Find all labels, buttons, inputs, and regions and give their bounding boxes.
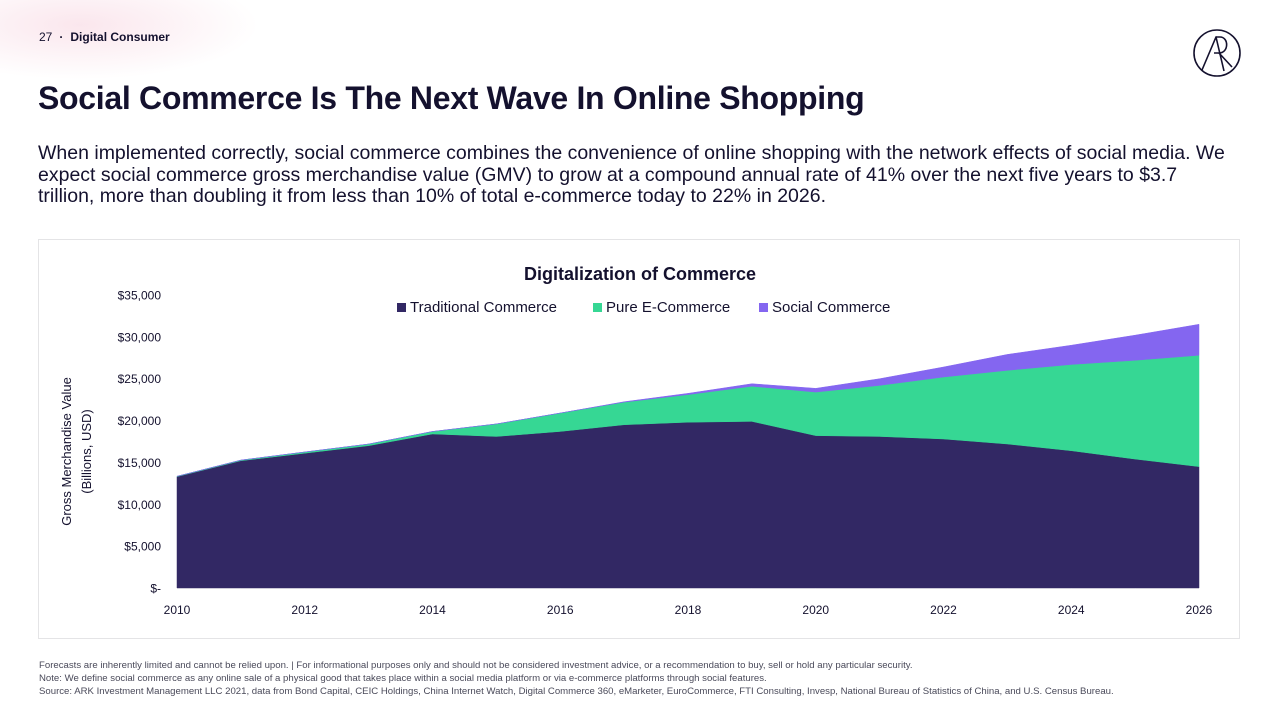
y-tick-label: $20,000 [118,414,162,428]
chart-container: Digitalization of Commerce Traditional Co… [38,239,1240,639]
y-tick-label: $- [150,582,161,596]
y-tick-label: $30,000 [118,330,162,344]
section-label: Digital Consumer [70,30,170,44]
chart-title: Digitalization of Commerce [524,264,756,284]
x-tick-label: 2024 [1058,603,1085,617]
x-tick-label: 2018 [675,603,702,617]
header-separator: · [59,30,64,44]
x-tick-label: 2022 [930,603,957,617]
slide-header: 27 · Digital Consumer [39,30,170,44]
footer-disclaimer: Forecasts are inherently limited and can… [39,660,913,671]
y-tick-label: $15,000 [118,456,162,470]
x-tick-label: 2016 [547,603,574,617]
x-tick-label: 2020 [802,603,829,617]
header-glow [0,0,260,80]
y-tick-label: $5,000 [124,540,161,554]
legend-label-1: Traditional Commerce [410,299,557,316]
area-series-3 [176,324,1200,477]
legend-swatch-1 [397,303,406,312]
ark-logo-icon [1193,29,1241,77]
x-tick-label: 2010 [164,603,191,617]
x-tick-label: 2012 [291,603,318,617]
footer-source: Source: ARK Investment Management LLC 20… [39,686,1114,697]
legend-swatch-3 [759,303,768,312]
y-tick-label: $25,000 [118,372,162,386]
page-subtitle: When implemented correctly, social comme… [38,142,1225,207]
footer-note: Note: We define social commerce as any o… [39,673,767,684]
y-tick-label: $35,000 [118,289,162,303]
page-number: 27 [39,30,53,44]
y-tick-label: $10,000 [118,498,162,512]
legend-label-2: Pure E-Commerce [606,299,730,316]
legend-label-3: Social Commerce [772,299,890,316]
x-tick-label: 2014 [419,603,446,617]
y-axis-label-units: (Billions, USD) [79,409,94,494]
stacked-area-chart: Digitalization of Commerce Traditional Co… [59,264,1213,617]
x-tick-label: 2026 [1186,603,1213,617]
page-title: Social Commerce Is The Next Wave In Onli… [38,80,865,116]
legend-swatch-2 [593,303,602,312]
footer-notes: Forecasts are inherently limited and can… [39,659,1259,698]
y-axis-label: Gross Merchandise Value [59,377,74,526]
